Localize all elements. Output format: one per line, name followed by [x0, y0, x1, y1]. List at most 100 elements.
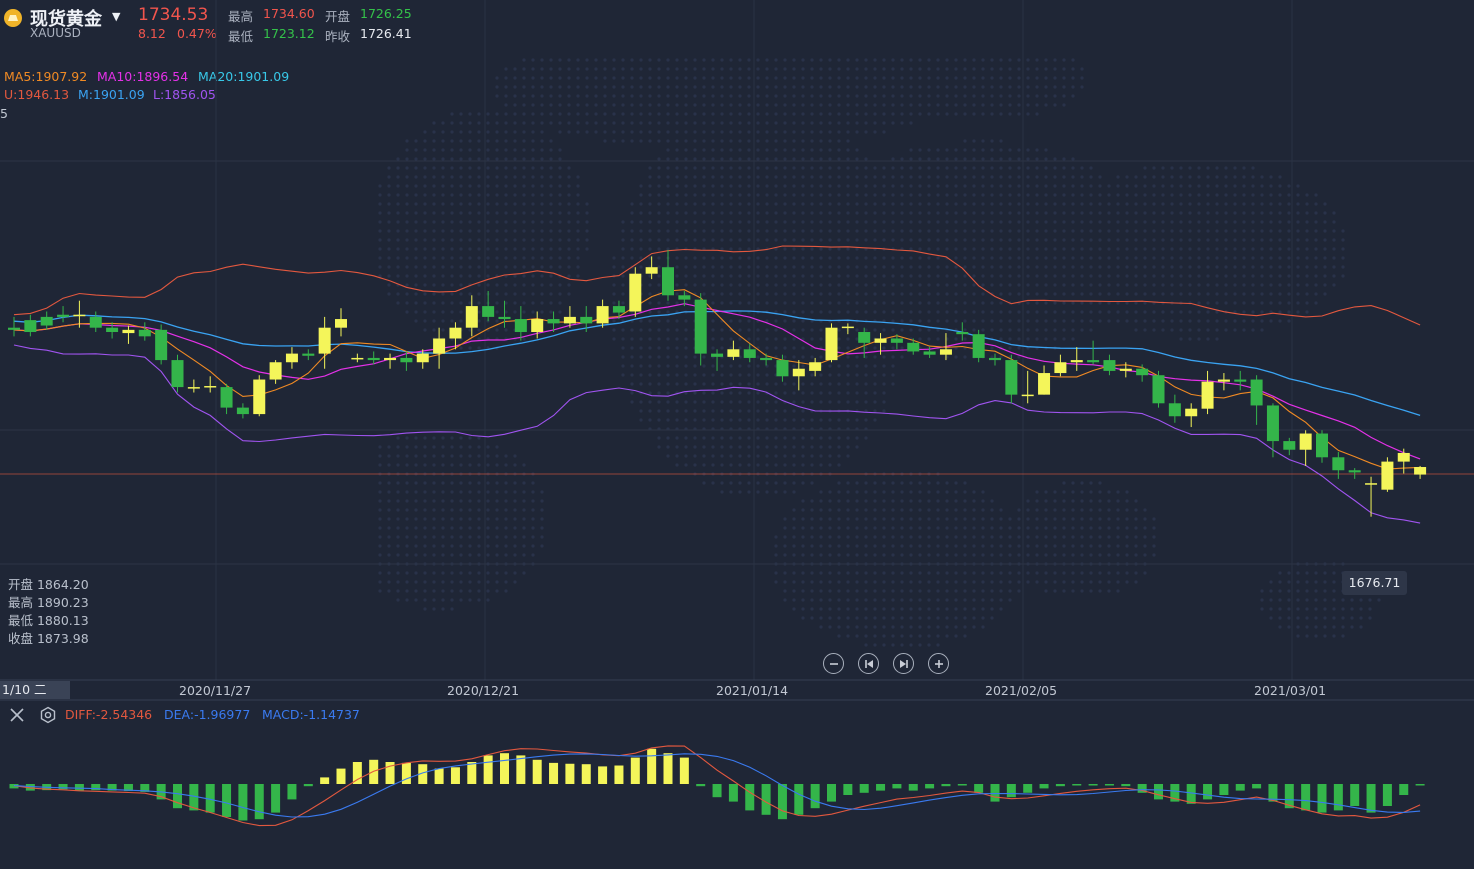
map-dot — [720, 112, 724, 116]
candle-body — [8, 327, 20, 330]
map-dot — [396, 247, 400, 251]
map-dot — [414, 283, 418, 287]
map-dot — [729, 256, 733, 260]
map-dot — [666, 454, 670, 458]
map-dot — [756, 256, 760, 260]
map-dot — [477, 130, 481, 134]
map-dot — [783, 202, 787, 206]
map-dot — [783, 85, 787, 89]
map-dot — [738, 58, 742, 62]
map-dot — [774, 58, 778, 62]
map-dot — [558, 112, 562, 116]
map-dot — [603, 94, 607, 98]
candle-body — [171, 360, 184, 388]
map-dot — [396, 517, 400, 521]
map-dot — [405, 445, 409, 449]
map-dot — [711, 238, 715, 242]
map-dot — [612, 121, 616, 125]
map-dot — [684, 409, 688, 413]
map-dot — [792, 463, 796, 467]
map-dot — [477, 301, 481, 305]
map-dot — [459, 292, 463, 296]
map-dot — [423, 139, 427, 143]
map-dot — [639, 382, 643, 386]
map-dot — [657, 436, 661, 440]
map-dot — [459, 184, 463, 188]
map-dot — [549, 148, 553, 152]
map-dot — [405, 463, 409, 467]
map-dot — [675, 319, 679, 323]
candle-body — [285, 353, 298, 363]
map-dot — [783, 436, 787, 440]
map-dot — [720, 409, 724, 413]
map-dot — [513, 121, 517, 125]
map-dot — [522, 220, 526, 224]
map-dot — [711, 400, 715, 404]
map-dot — [729, 490, 733, 494]
map-dot — [720, 130, 724, 134]
close-icon[interactable] — [8, 706, 26, 724]
map-dot — [558, 184, 562, 188]
map-dot — [432, 571, 436, 575]
gear-icon[interactable] — [39, 706, 57, 724]
map-dot — [792, 400, 796, 404]
map-dot — [504, 301, 508, 305]
map-dot — [756, 103, 760, 107]
map-dot — [405, 292, 409, 296]
map-dot — [693, 211, 697, 215]
map-dot — [684, 373, 688, 377]
map-dot — [441, 220, 445, 224]
map-dot — [594, 103, 598, 107]
map-dot — [405, 166, 409, 170]
map-dot — [774, 301, 778, 305]
map-dot — [783, 544, 787, 548]
map-dot — [450, 157, 454, 161]
map-dot — [702, 103, 706, 107]
map-dot — [738, 373, 742, 377]
zoom-in-button[interactable] — [928, 653, 949, 674]
map-dot — [513, 130, 517, 134]
map-dot — [693, 265, 697, 269]
map-dot — [405, 283, 409, 287]
map-dot — [576, 274, 580, 278]
macd-bar — [1154, 784, 1163, 800]
map-dot — [522, 481, 526, 485]
previous-button[interactable] — [858, 653, 879, 674]
map-dot — [747, 157, 751, 161]
map-dot — [576, 175, 580, 179]
map-dot — [423, 445, 427, 449]
map-dot — [558, 76, 562, 80]
map-dot — [630, 58, 634, 62]
map-dot — [738, 382, 742, 386]
map-dot — [756, 328, 760, 332]
map-dot — [477, 175, 481, 179]
map-dot — [621, 328, 625, 332]
map-dot — [684, 103, 688, 107]
map-dot — [405, 508, 409, 512]
map-dot — [549, 247, 553, 251]
map-dot — [450, 247, 454, 251]
candle-body — [809, 362, 822, 371]
map-dot — [792, 229, 796, 233]
map-dot — [522, 517, 526, 521]
map-dot — [783, 256, 787, 260]
map-dot — [621, 76, 625, 80]
map-dot — [585, 130, 589, 134]
candle-body — [1152, 375, 1165, 404]
zoom-out-button[interactable] — [823, 653, 844, 674]
map-dot — [504, 238, 508, 242]
candle-body — [449, 327, 462, 339]
map-dot — [603, 76, 607, 80]
map-dot — [792, 121, 796, 125]
macd-bar — [761, 784, 771, 815]
next-button[interactable] — [893, 653, 914, 674]
ma10-line — [13, 303, 1421, 460]
map-dot — [504, 499, 508, 503]
map-dot — [675, 94, 679, 98]
map-dot — [630, 355, 634, 359]
map-dot — [504, 85, 508, 89]
candle-body — [302, 353, 315, 356]
map-dot — [783, 283, 787, 287]
map-dot — [414, 454, 418, 458]
